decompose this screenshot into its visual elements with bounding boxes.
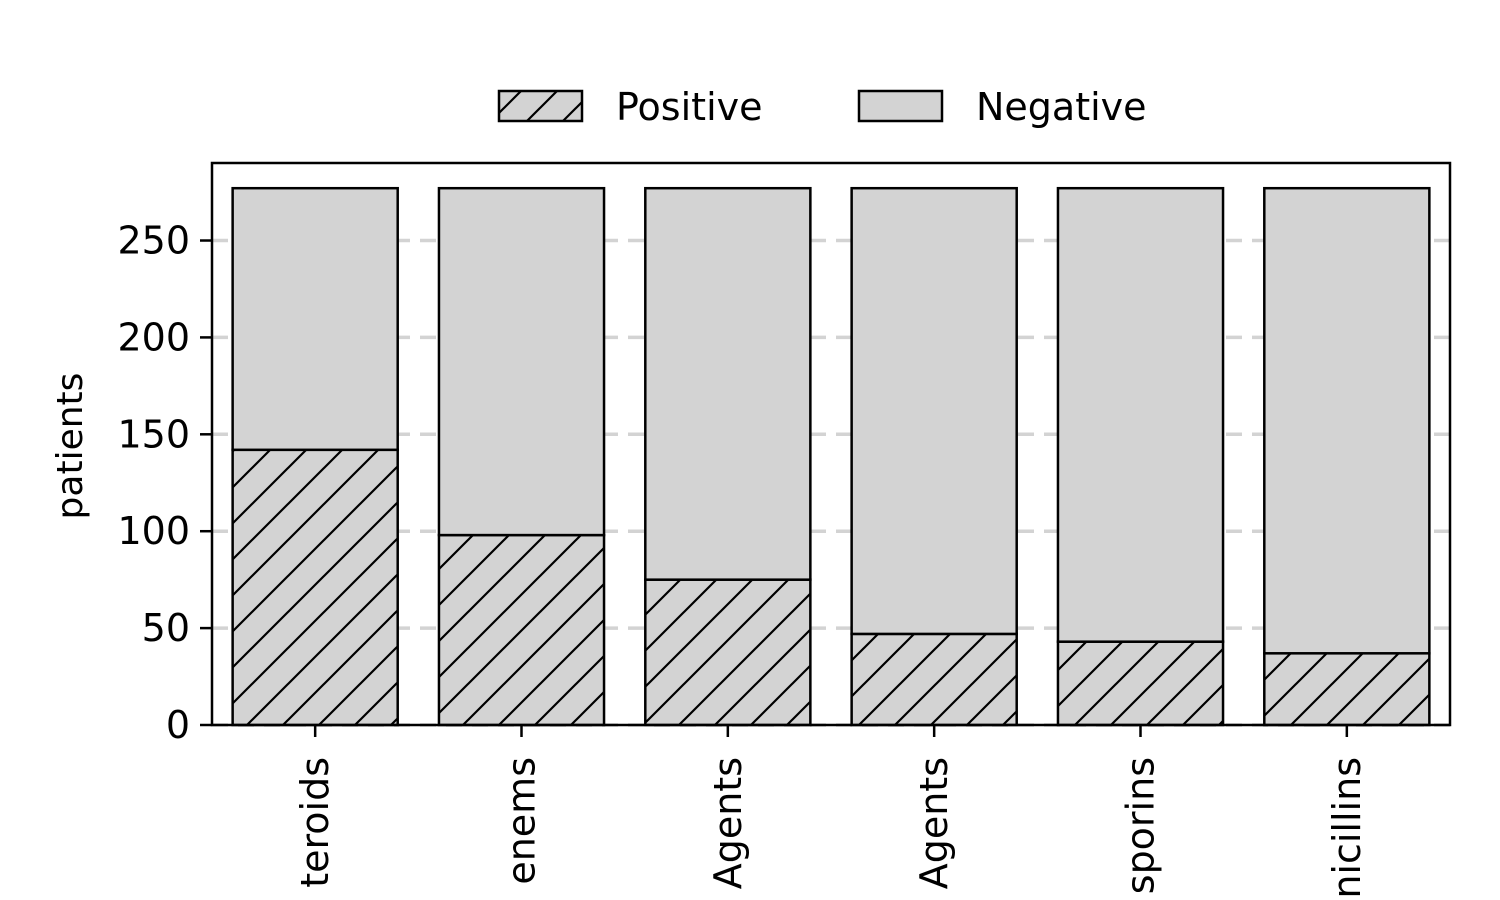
x-tick-label: sporins bbox=[1119, 757, 1163, 894]
x-tick-label: Agents bbox=[912, 757, 956, 889]
bar-positive bbox=[437, 533, 606, 727]
bar-positive bbox=[850, 632, 1018, 727]
y-tick-label: 100 bbox=[117, 509, 190, 553]
x-tick-label: enems bbox=[500, 757, 544, 885]
bar-negative bbox=[850, 186, 1018, 636]
bar-positive bbox=[231, 448, 399, 727]
legend-swatch-negative bbox=[857, 89, 944, 123]
x-tick-label: nicillins bbox=[1325, 757, 1369, 899]
y-tick-label: 0 bbox=[166, 703, 190, 747]
legend-label-positive: Positive bbox=[616, 85, 763, 129]
bar-negative bbox=[1263, 186, 1431, 655]
legend-label-negative: Negative bbox=[976, 85, 1147, 129]
bar-positive bbox=[1263, 652, 1431, 727]
bar-positive bbox=[1056, 640, 1225, 727]
bar-positive bbox=[644, 578, 812, 727]
legend: Positive Negative bbox=[497, 85, 1147, 129]
bar-negative bbox=[437, 186, 606, 537]
y-axis-label: patients bbox=[50, 373, 91, 520]
bars bbox=[231, 186, 1431, 727]
y-axis-ticks: 0 50 100 150 200 250 bbox=[117, 219, 212, 747]
plot-frame bbox=[210, 161, 1452, 727]
legend-swatch-positive bbox=[497, 89, 584, 123]
x-tick-label: teroids bbox=[293, 757, 337, 888]
bar-negative bbox=[1056, 186, 1225, 643]
y-tick-label: 250 bbox=[117, 219, 190, 263]
bar-negative bbox=[231, 186, 399, 452]
y-tick-label: 50 bbox=[142, 606, 190, 650]
x-axis-ticks: teroids enems Agents Agents sporins nicillins bbox=[293, 725, 1369, 899]
bar-negative bbox=[644, 186, 812, 581]
x-tick-label: Agents bbox=[706, 757, 750, 889]
y-tick-label: 150 bbox=[117, 412, 190, 456]
y-tick-label: 200 bbox=[117, 315, 190, 359]
